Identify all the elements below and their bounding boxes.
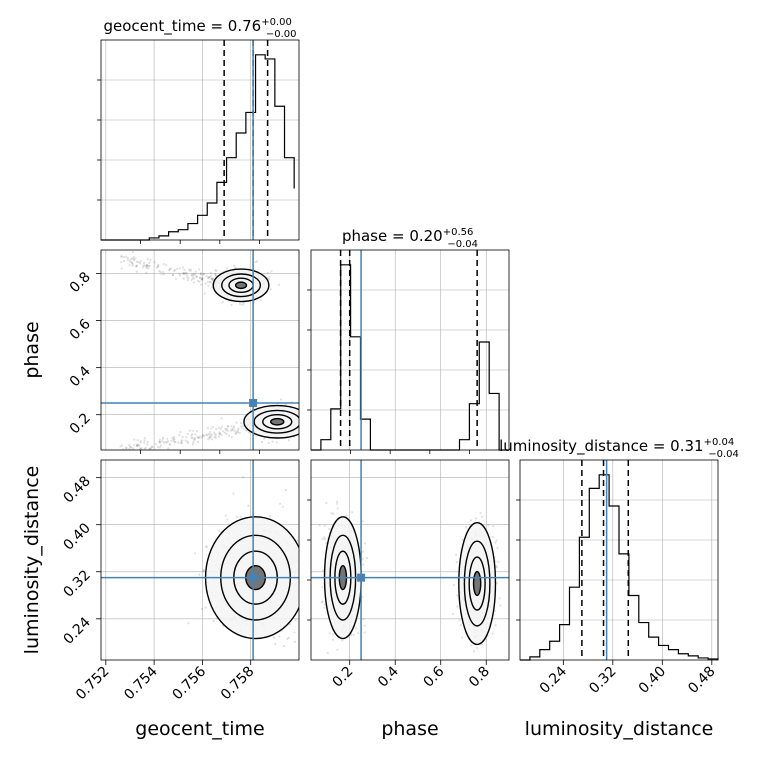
hist-phase-title: phase = 0.20+0.56 −0.04: [342, 227, 478, 250]
hist-luminosity-distance-xtick-label: 0.32: [586, 664, 619, 697]
scatter-geocent-time-vs-luminosity-distance-frame: [100, 459, 300, 661]
hist-geocent-time-grid: [101, 40, 299, 240]
hist-geocent-time-frame: [100, 39, 300, 241]
ylabel-phase: phase: [21, 321, 43, 378]
scatter-geocent-time-vs-phase-ytick-label: 0.6: [67, 316, 94, 343]
scatter-geocent-time-vs-phase-contour: [270, 417, 285, 426]
scatter-geocent-time-vs-luminosity-distance-truth-marker: [249, 573, 258, 582]
scatter-geocent-time-vs-phase-ytick-label: 0.4: [67, 363, 94, 390]
scatter-geocent-time-vs-luminosity-distance-ytick-label: 0.24: [60, 614, 93, 647]
hist-luminosity-distance-steps: [520, 474, 719, 661]
hist-luminosity-distance-xtick-label: 0.48: [685, 664, 718, 697]
scatter-geocent-time-vs-phase-frame: [100, 249, 300, 451]
scatter-geocent-time-vs-phase-truth-marker: [249, 398, 258, 407]
scatter-phase-vs-luminosity-distance-contour: [472, 570, 482, 597]
scatter-geocent-time-vs-phase-ytick-label: 0.8: [67, 269, 94, 296]
scatter-geocent-time-vs-phase-contour: [234, 281, 248, 290]
scatter-geocent-time-vs-luminosity-distance-xtick-label: 0.756: [170, 663, 210, 703]
scatter-geocent-time-vs-luminosity-distance-points: [187, 476, 299, 648]
scatter-geocent-time-vs-phase-points: [119, 250, 299, 450]
xlabel-luminosity-distance: luminosity_distance: [525, 718, 714, 740]
scatter-phase-vs-luminosity-distance-frame: [310, 459, 510, 661]
scatter-phase-vs-luminosity-distance-xtick-label: 0.6: [420, 663, 447, 690]
scatter-phase-vs-luminosity-distance-truth-marker: [357, 573, 366, 582]
scatter-geocent-time-vs-luminosity-distance-ytick-label: 0.48: [60, 473, 93, 506]
scatter-geocent-time-vs-luminosity-distance-ytick-label: 0.40: [60, 520, 93, 553]
scatter-phase-vs-luminosity-distance-points: [318, 500, 502, 654]
scatter-geocent-time-vs-luminosity-distance-ytick-label: 0.32: [60, 567, 93, 600]
scatter-geocent-time-vs-luminosity-distance-xtick-label: 0.752: [73, 664, 113, 704]
hist-luminosity-distance-grid: [520, 460, 718, 660]
hist-luminosity-distance-frame: [519, 459, 719, 661]
hist-phase-frame: [310, 249, 510, 451]
hist-luminosity-distance-xtick-label: 0.24: [537, 663, 570, 696]
ylabel-luminosity-distance: luminosity_distance: [21, 466, 43, 655]
hist-geocent-time-title: geocent_time = 0.76+0.00 −0.00: [104, 17, 297, 40]
hist-geocent-time-steps: [101, 54, 295, 241]
scatter-geocent-time-vs-luminosity-distance-xtick-label: 0.758: [218, 664, 258, 704]
hist-luminosity-distance-xtick-label: 0.40: [636, 664, 669, 697]
scatter-phase-vs-luminosity-distance-xtick-label: 0.8: [466, 664, 493, 691]
scatter-phase-vs-luminosity-distance-xtick-label: 0.4: [375, 663, 402, 690]
scatter-geocent-time-vs-phase-ytick-label: 0.2: [67, 410, 94, 437]
scatter-geocent-time-vs-luminosity-distance-xtick-label: 0.754: [121, 663, 161, 703]
scatter-phase-vs-luminosity-distance-xtick-label: 0.2: [329, 664, 356, 691]
xlabel-geocent-time: geocent_time: [135, 718, 264, 740]
hist-luminosity-distance-title: luminosity_distance = 0.31+0.04 −0.04: [499, 437, 739, 460]
xlabel-phase: phase: [381, 718, 438, 740]
